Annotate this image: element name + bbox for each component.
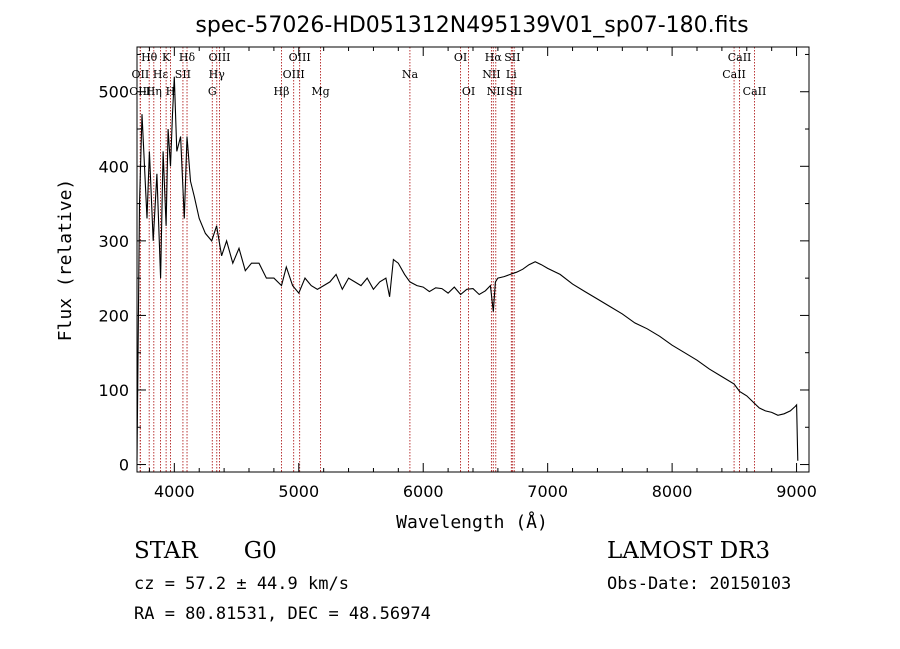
x-tick-label: 5000: [278, 482, 319, 501]
y-tick-label: 0: [119, 456, 129, 475]
survey-label: LAMOST DR3: [607, 538, 771, 564]
line-label-hδ: Hδ: [179, 51, 196, 64]
class-label: STAR: [134, 538, 198, 564]
line-label-hα: Hα: [485, 51, 503, 64]
y-tick-label: 100: [98, 381, 129, 400]
line-label-nii: NII: [487, 85, 505, 98]
x-axis-ticks: 4000 5000 6000 7000 8000 9000: [148, 47, 817, 501]
x-tick-label: 6000: [403, 482, 444, 501]
line-label-nii: NII: [482, 68, 500, 81]
line-label-sii: SII: [506, 85, 522, 98]
spectrum-line: [136, 76, 799, 461]
line-label-mg: Mg: [311, 85, 329, 98]
x-tick-label: 9000: [776, 482, 817, 501]
line-label-oiii: OIII: [208, 51, 230, 64]
classification: STAR G0: [134, 538, 277, 564]
line-label-caii: CaII: [728, 51, 752, 64]
line-label-hη: Hη: [146, 85, 162, 98]
x-tick-label: 7000: [527, 482, 568, 501]
line-label-k: K: [162, 51, 171, 64]
y-tick-label: 200: [98, 306, 129, 325]
chart-title: spec-57026-HD051312N495139V01_sp07-180.f…: [195, 13, 748, 38]
line-label-hβ: Hβ: [274, 85, 290, 98]
cz-readout: cz = 57.2 ± 44.9 km/s: [134, 574, 349, 594]
obs-date: Obs-Date: 20150103: [607, 574, 792, 594]
y-tick-label: 400: [98, 157, 129, 176]
line-label-oii: OII: [132, 68, 150, 81]
line-label-hθ: Hθ: [141, 51, 158, 64]
x-axis-label: Wavelength (Å): [396, 511, 548, 533]
line-label-hε: Hε: [153, 68, 169, 81]
spectrum-chart: spec-57026-HD051312N495139V01_sp07-180.f…: [55, 13, 817, 533]
line-label-sii: SII: [175, 68, 191, 81]
subclass-label: G0: [243, 538, 277, 564]
line-label-oi: OI: [462, 85, 475, 98]
x-tick-label: 8000: [652, 482, 693, 501]
plot-frame: [136, 46, 810, 473]
y-tick-label: 300: [98, 232, 129, 251]
line-label-oiii: OIII: [283, 68, 305, 81]
y-tick-label: 500: [98, 83, 129, 102]
y-axis-label: Flux (relative): [55, 179, 76, 342]
x-tick-label: 4000: [154, 482, 195, 501]
line-label-na: Na: [402, 68, 419, 81]
line-label-hγ: Hγ: [209, 68, 226, 81]
line-label-caii: CaII: [743, 85, 767, 98]
line-label-sii: SII: [504, 51, 520, 64]
coordinates: RA = 80.81531, DEC = 48.56974: [134, 604, 431, 624]
line-label-oiii: OIII: [289, 51, 311, 64]
y-axis-ticks: 0 100 200 300 400 500: [98, 53, 809, 475]
line-label-g: G: [208, 85, 217, 98]
line-label-caii: CaII: [722, 68, 746, 81]
line-label-li: Li: [506, 68, 517, 81]
line-label-h: H: [166, 85, 176, 98]
line-label-oi: OI: [454, 51, 467, 64]
line-marks-group: [139, 47, 755, 472]
